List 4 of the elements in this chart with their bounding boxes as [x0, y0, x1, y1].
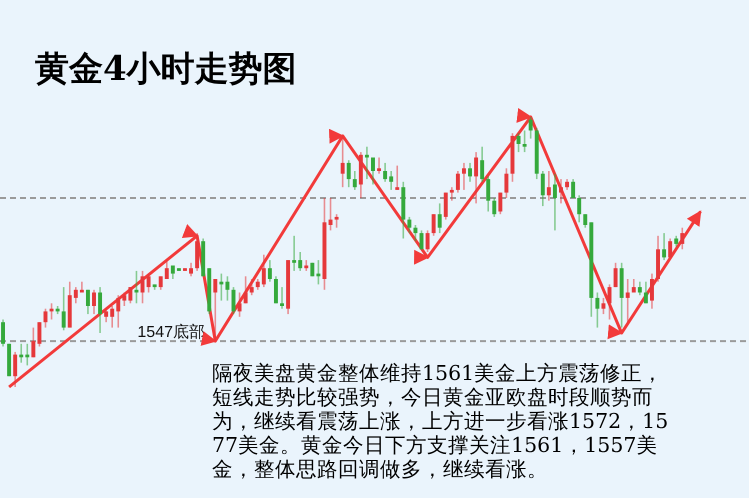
annotation: 隔夜美盘黄金整体维持1561美金上方震荡修正，短线走势比较强势，今日黄金亚欧盘时段顺势而为，继续看震荡上涨，上方进一步看涨1572，1577美金。黄金今日下方支撑关注1561，1557美金，整体思路回调做多，继续看涨。	[212, 361, 668, 481]
candlestick	[310, 262, 314, 278]
chart-title: 黄金4小时走势图	[35, 49, 297, 89]
ref-line-label: 1547底部	[137, 323, 205, 342]
